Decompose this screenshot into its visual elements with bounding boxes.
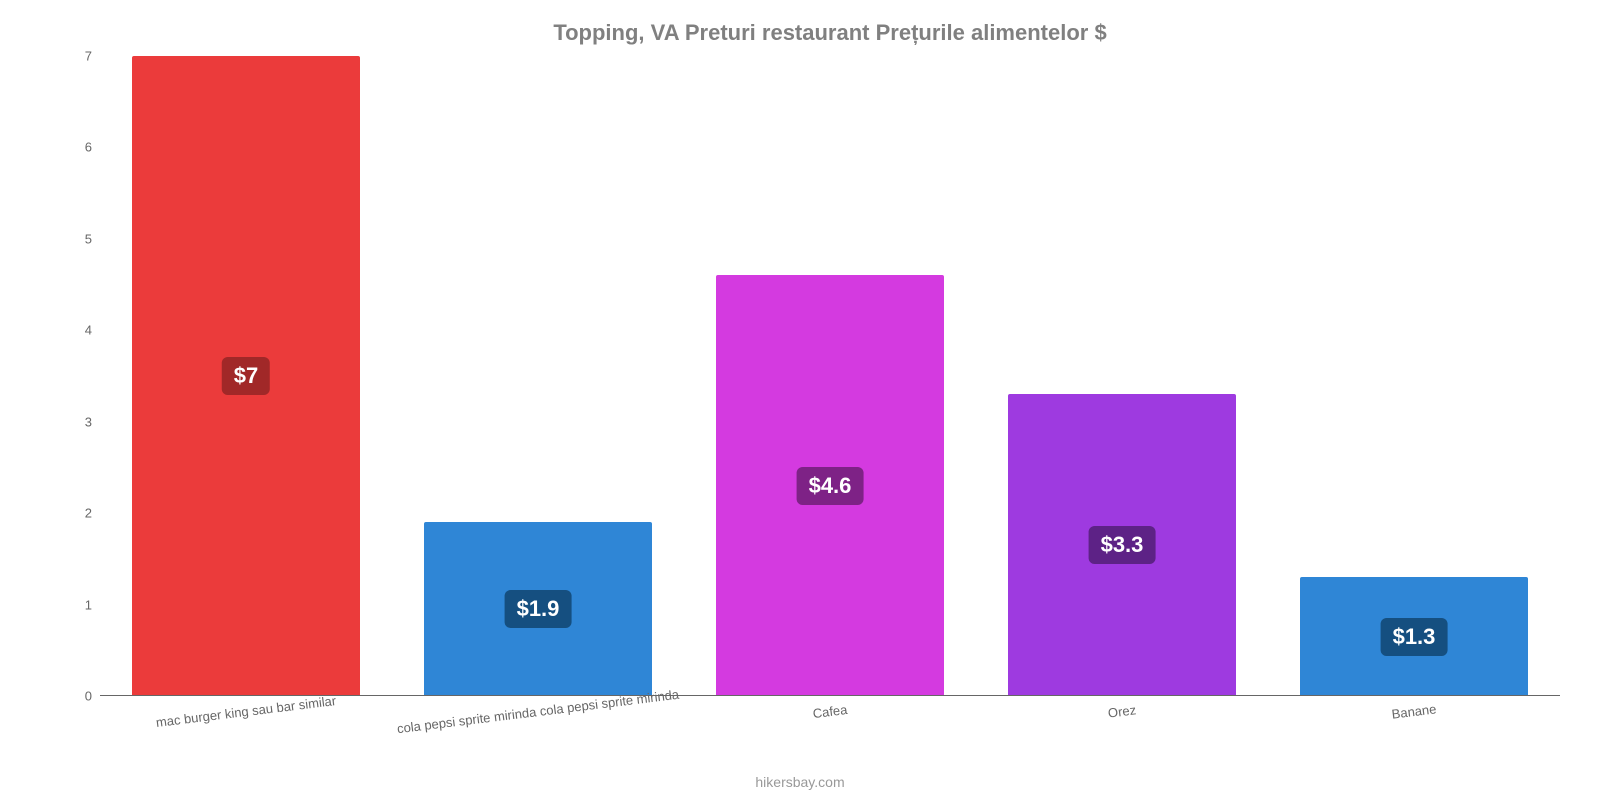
y-tick-label: 2 <box>85 506 92 521</box>
chart-container: Topping, VA Preturi restaurant Prețurile… <box>0 0 1600 800</box>
bar-slot: $1.9 <box>392 56 684 696</box>
y-tick-label: 4 <box>85 323 92 338</box>
bar: $3.3 <box>1008 394 1236 696</box>
x-axis-labels: mac burger king sau bar similarcola peps… <box>100 704 1560 719</box>
bars-group: $7 $1.9 $4.6 $3.3 $1.3 <box>100 56 1560 696</box>
y-tick-label: 1 <box>85 597 92 612</box>
bar-slot: $1.3 <box>1268 56 1560 696</box>
bar-value-label: $7 <box>222 357 270 395</box>
bar-slot: $3.3 <box>976 56 1268 696</box>
bar: $1.9 <box>424 522 652 696</box>
y-tick-label: 7 <box>85 49 92 64</box>
y-tick-label: 3 <box>85 414 92 429</box>
bar-value-label: $1.3 <box>1381 618 1448 656</box>
bar: $1.3 <box>1300 577 1528 696</box>
y-tick-label: 6 <box>85 140 92 155</box>
bar-value-label: $3.3 <box>1089 526 1156 564</box>
bar-slot: $4.6 <box>684 56 976 696</box>
bar-slot: $7 <box>100 56 392 696</box>
bar: $4.6 <box>716 275 944 696</box>
bar: $7 <box>132 56 360 696</box>
chart-plot-area: 01234567 $7$1.9$4.6$3.3$1.3 mac burger k… <box>100 56 1560 696</box>
y-axis: 01234567 <box>60 56 100 696</box>
attribution-text: hikersbay.com <box>0 774 1600 790</box>
y-tick-label: 0 <box>85 689 92 704</box>
y-tick-label: 5 <box>85 231 92 246</box>
chart-title: Topping, VA Preturi restaurant Prețurile… <box>100 20 1560 46</box>
bar-value-label: $1.9 <box>505 590 572 628</box>
bar-value-label: $4.6 <box>797 467 864 505</box>
